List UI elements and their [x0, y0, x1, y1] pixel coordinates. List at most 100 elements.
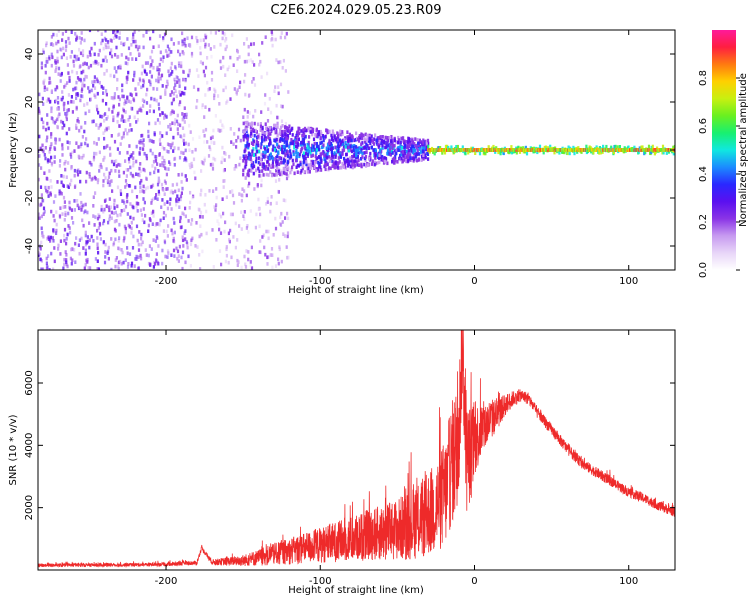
heatmap-cell: [62, 205, 65, 209]
heatmap-cell: [147, 223, 150, 228]
heatmap-cell: [405, 158, 408, 163]
heatmap-cell: [45, 188, 48, 193]
heatmap-cell: [204, 33, 207, 38]
heatmap-cell: [126, 96, 129, 101]
heatmap-cell: [277, 85, 280, 89]
heatmap-cell: [124, 110, 127, 114]
heatmap-cell: [255, 133, 259, 137]
heatmap-cell: [303, 153, 306, 158]
heatmap-cell: [256, 141, 260, 145]
heatmap-cell: [299, 160, 302, 165]
heatmap-cell: [300, 140, 303, 145]
heatmap-cell: [115, 45, 118, 50]
heatmap-cell: [161, 161, 164, 165]
heatmap-cell: [279, 222, 282, 226]
heatmap-cell: [399, 148, 402, 152]
heatmap-cell: [102, 91, 105, 95]
heatmap-cell: [188, 123, 191, 128]
snr-x-tick-label: 100: [619, 576, 638, 587]
heatmap-cell: [142, 143, 145, 147]
heatmap-cell: [94, 191, 97, 195]
heatmap-cell: [235, 145, 238, 149]
heatmap-cell: [261, 41, 264, 45]
heatmap-cell: [112, 118, 115, 123]
heatmap-cell: [201, 103, 204, 107]
heatmap-cell: [173, 156, 177, 161]
heatmap-cell: [161, 155, 164, 160]
heatmap-cell: [182, 77, 185, 82]
heatmap-cell: [91, 119, 94, 124]
heatmap-cell: [243, 149, 246, 154]
heatmap-cell: [189, 130, 192, 134]
heatmap-cell: [83, 210, 86, 215]
heatmap-cell: [317, 130, 320, 134]
heatmap-cell: [346, 130, 349, 134]
heatmap-cell: [199, 224, 202, 228]
heatmap-cell: [84, 230, 87, 235]
heatmap-cell: [224, 85, 227, 90]
heatmap-cell: [364, 145, 367, 150]
heatmap-cell: [252, 77, 255, 81]
heatmap-cell: [56, 59, 59, 64]
heatmap-cell: [400, 136, 403, 141]
heatmap-cell: [41, 63, 44, 68]
heatmap-cell: [356, 160, 359, 164]
heatmap-cell: [63, 262, 66, 267]
heatmap-cell: [105, 68, 108, 73]
heatmap-cell: [260, 152, 263, 157]
heatmap-cell: [76, 199, 79, 203]
heatmap-cell: [119, 64, 122, 69]
colorbar-ticks: 0.00.20.40.60.8: [698, 70, 740, 278]
heatmap-cell: [320, 131, 323, 136]
heatmap-cell: [249, 260, 252, 264]
heatmap-cell: [224, 33, 227, 37]
heatmap-cell: [204, 44, 207, 49]
heatmap-cell: [338, 160, 341, 164]
heatmap-cell: [240, 198, 243, 203]
heatmap-cell: [63, 107, 66, 112]
heatmap-cell: [417, 152, 420, 156]
heatmap-cell: [313, 141, 316, 146]
heatmap-cell: [92, 83, 95, 88]
heatmap-cell: [399, 153, 402, 158]
heatmap-cell: [124, 185, 127, 189]
heatmap-cell: [284, 216, 287, 220]
heatmap-cell: [372, 142, 376, 146]
heatmap-cell: [190, 222, 193, 226]
heatmap-cell: [352, 148, 355, 152]
heatmap-cell: [183, 106, 186, 110]
heatmap-cell: [96, 267, 99, 270]
heatmap-cell: [266, 262, 269, 266]
heatmap-cell: [147, 129, 150, 134]
heatmap-cell: [125, 55, 128, 60]
heatmap-cell: [49, 80, 52, 85]
heatmap-cell: [88, 221, 91, 225]
heatmap-cell: [243, 42, 246, 46]
heatmap-cell: [81, 94, 84, 99]
heatmap-cell: [295, 165, 298, 169]
heatmap-cell: [229, 127, 232, 131]
heatmap-cell: [244, 165, 247, 169]
heatmap-cell: [132, 174, 135, 179]
heatmap-cell: [109, 73, 112, 78]
heatmap-cell: [170, 72, 173, 76]
heatmap-cell: [307, 126, 310, 131]
heatmap-cell: [113, 202, 116, 207]
heatmap-cell: [320, 140, 323, 145]
heatmap-cell: [117, 266, 120, 270]
heatmap-cell: [399, 144, 402, 148]
heatmap-cell: [371, 138, 374, 142]
heatmap-cell: [171, 109, 174, 113]
heatmap-cell: [100, 204, 103, 209]
heatmap-cell: [50, 42, 53, 46]
heatmap-cell: [108, 180, 111, 184]
heatmap-cell: [247, 94, 251, 98]
heatmap-cell: [176, 127, 179, 131]
heatmap-cell: [249, 209, 252, 213]
heatmap-cell: [273, 147, 276, 152]
heatmap-cell: [98, 164, 101, 169]
heatmap-cell: [45, 99, 48, 103]
heatmap-cell: [89, 266, 92, 270]
heatmap-cell: [60, 48, 63, 52]
heatmap-cell: [106, 251, 109, 255]
